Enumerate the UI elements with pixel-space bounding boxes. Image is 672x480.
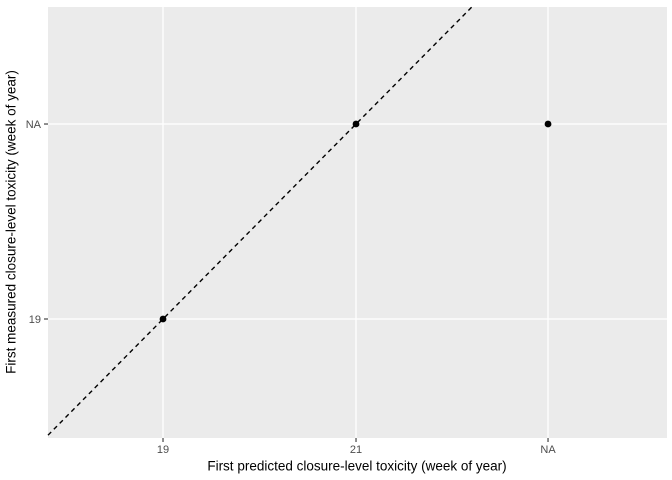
y-tick-label: NA (26, 119, 42, 131)
y-axis-title: First measured closure-level toxicity (w… (3, 70, 19, 374)
identity-reference-line (47, 6, 473, 436)
plot-panel (48, 7, 667, 438)
x-axis-title: First predicted closure-level toxicity (… (207, 458, 507, 474)
data-point (159, 315, 167, 323)
x-tick-label: NA (540, 444, 556, 456)
data-point (352, 120, 360, 128)
data-point (544, 120, 552, 128)
x-tick-label: 19 (157, 444, 169, 456)
y-tick-label: 19 (29, 314, 41, 326)
x-tick-label: 21 (350, 444, 362, 456)
